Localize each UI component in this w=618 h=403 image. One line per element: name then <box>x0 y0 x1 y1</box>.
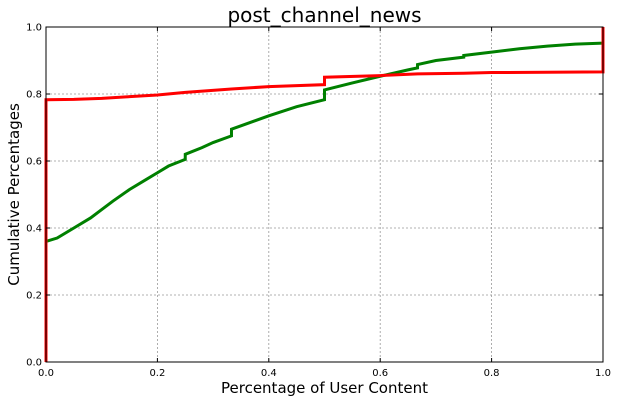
x-tick-label: 0.4 <box>261 368 277 379</box>
y-tick-label: 1.0 <box>26 23 42 34</box>
grid <box>46 27 603 362</box>
y-tick-label: 0.0 <box>26 358 42 369</box>
x-tick-label: 0.2 <box>149 368 165 379</box>
x-tick-label: 0.6 <box>372 368 388 379</box>
x-tick-label: 0.0 <box>38 368 54 379</box>
x-tick-label: 1.0 <box>595 368 611 379</box>
series-line-0 <box>45 41 604 243</box>
y-tick-label: 0.8 <box>26 90 42 101</box>
chart-title: post_channel_news <box>227 3 421 27</box>
series-layer <box>44 27 605 362</box>
plot-frame <box>45 26 604 363</box>
tick-layer: 0.0 0.2 0.4 0.6 0.8 1.0 0.0 0.2 0.4 0.6 0.8 1.0 <box>26 23 611 380</box>
series-line-1 <box>44 27 605 362</box>
y-axis-label: Cumulative Percentages <box>5 103 23 286</box>
y-tick-label: 0.2 <box>26 291 42 302</box>
y-tick-label: 0.6 <box>26 157 42 168</box>
x-axis-label: Percentage of User Content <box>221 379 428 397</box>
x-tick-label: 0.8 <box>484 368 500 379</box>
y-tick-label: 0.4 <box>26 224 42 235</box>
